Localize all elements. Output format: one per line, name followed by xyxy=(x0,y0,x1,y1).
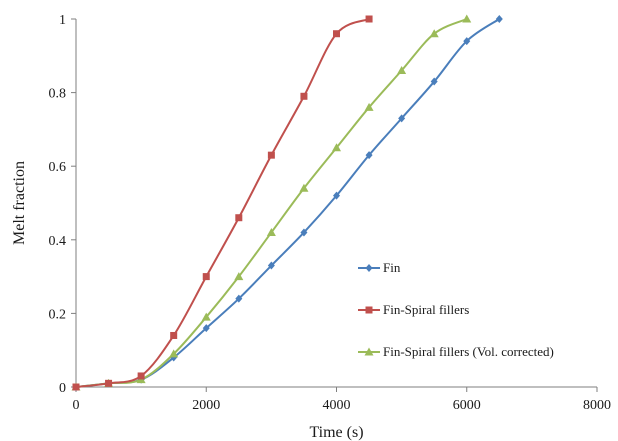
x-tick-label: 8000 xyxy=(583,398,611,413)
legend-swatch-marker xyxy=(365,306,373,314)
series-layer xyxy=(71,14,503,391)
series-fin xyxy=(72,15,503,391)
data-point xyxy=(234,272,244,281)
data-point xyxy=(333,30,340,38)
data-point xyxy=(332,143,341,152)
data-point xyxy=(105,379,113,387)
legend: Fin Fin-Spiral fillers Fin-Spiral fillers … xyxy=(358,260,554,359)
legend-label: Fin xyxy=(383,260,401,275)
data-point xyxy=(201,312,211,321)
data-point xyxy=(462,14,472,23)
data-point xyxy=(300,92,308,100)
data-point xyxy=(202,324,210,333)
y-tick-label: 0 xyxy=(59,381,66,396)
data-point xyxy=(169,349,179,358)
data-point xyxy=(365,151,373,160)
series-fin-spiral-fillers xyxy=(72,15,373,391)
legend-item: Fin-Spiral fillers xyxy=(358,302,469,317)
data-point xyxy=(170,331,178,339)
y-tick-label: 0.4 xyxy=(49,234,67,249)
data-point xyxy=(495,15,503,23)
data-point xyxy=(333,191,340,200)
data-point xyxy=(235,294,243,303)
data-point xyxy=(430,77,438,86)
series-line xyxy=(75,18,468,388)
data-point xyxy=(397,66,407,75)
y-tick-label: 0.8 xyxy=(49,87,67,102)
data-point xyxy=(266,227,276,236)
y-tick-label: 1 xyxy=(59,13,66,28)
data-point xyxy=(72,383,80,391)
legend-label: Fin-Spiral fillers xyxy=(383,302,469,317)
x-axis-title: Time (s) xyxy=(309,424,363,441)
series-fin-spiral-fillers-vol-corrected xyxy=(71,14,472,391)
data-point xyxy=(202,273,210,281)
series-line xyxy=(75,18,500,388)
legend-item: Fin-Spiral fillers (Vol. corrected) xyxy=(358,344,554,359)
legend-swatch-marker xyxy=(365,264,373,272)
y-tick-label: 0.6 xyxy=(49,160,67,175)
axes: 0 2000 4000 6000 8000 0 0.2 0.4 0.6 0.8 1 Time (s) M… xyxy=(11,13,611,441)
y-tick-label: 0.2 xyxy=(49,307,67,322)
data-point xyxy=(429,29,439,38)
data-point xyxy=(398,114,406,123)
data-point xyxy=(463,37,471,46)
data-point xyxy=(267,261,275,270)
x-tick-label: 2000 xyxy=(192,398,220,413)
data-point xyxy=(365,15,373,23)
data-point xyxy=(137,372,145,380)
data-point xyxy=(299,183,309,192)
legend-item: Fin xyxy=(358,260,401,275)
x-tick-label: 6000 xyxy=(453,398,481,413)
x-tick-label: 4000 xyxy=(323,398,351,413)
x-tick-label: 0 xyxy=(73,398,80,413)
legend-swatch-marker xyxy=(364,347,374,356)
data-point xyxy=(235,214,243,222)
data-point xyxy=(300,228,308,237)
series-line xyxy=(75,18,370,388)
data-point xyxy=(364,102,374,111)
legend-label: Fin-Spiral fillers (Vol. corrected) xyxy=(383,344,554,359)
data-point xyxy=(267,151,275,159)
y-axis-title: Melt fraction xyxy=(11,161,28,245)
